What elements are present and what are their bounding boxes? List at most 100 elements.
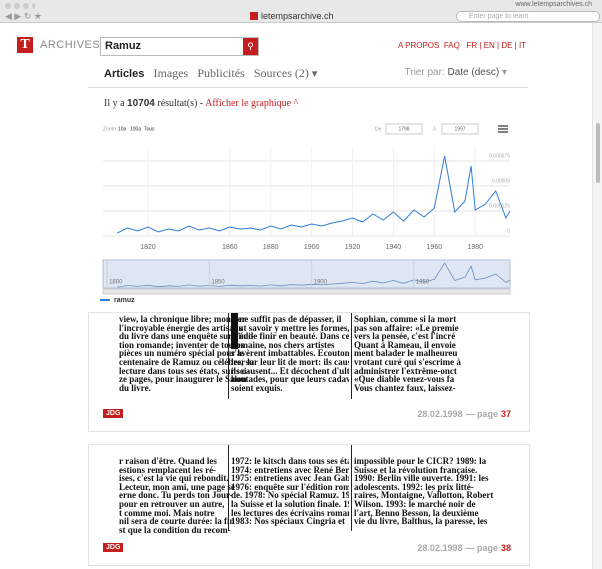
from-value: 1798 bbox=[398, 126, 409, 132]
navigator-tick-label: 1800 bbox=[109, 280, 123, 286]
nav-icons[interactable]: ◀ ▶ ↻ ★ bbox=[5, 11, 42, 21]
text-line: ises, c'est la vie qui rebondit. bbox=[119, 473, 229, 484]
text-line: 1972: le kitsch dans tous ses états. bbox=[231, 457, 349, 466]
text-line: vers la pensée, c'est l'incré bbox=[354, 331, 456, 342]
text-line: Lecteur, mon ami, une page se bbox=[119, 481, 235, 492]
page-info[interactable]: 28.02.1998— page 38 bbox=[414, 543, 511, 553]
text-line: raires, Montaigne, Vallotton, Robert bbox=[354, 490, 494, 501]
text-line: ze pages, pour inaugurer le Salon bbox=[119, 374, 247, 385]
sort[interactable]: Trier par: Date (desc) ▾ bbox=[404, 67, 507, 78]
x-tick-label: 1900 bbox=[304, 244, 320, 251]
navigator-line bbox=[117, 262, 511, 288]
menu-icon[interactable] bbox=[498, 125, 508, 133]
navigator-tick-label: 1900 bbox=[314, 280, 328, 286]
link[interactable]: A PROPOS bbox=[398, 41, 440, 50]
scan-snippet: r raison d'être. Quand les estions rempla… bbox=[89, 445, 529, 535]
tabs: Articles Images Publicités Sources (2) ▾ bbox=[104, 66, 318, 80]
text-line: Quant à Rameau, il envoie bbox=[354, 339, 456, 350]
search-button[interactable]: ⚲ bbox=[243, 38, 258, 55]
x-tick-label: 1960 bbox=[427, 244, 443, 251]
series-line bbox=[117, 155, 511, 234]
text-line: «Que diable venez-vous fa bbox=[354, 374, 455, 385]
result-card[interactable]: view, la chronique libre; montrer l'incro… bbox=[88, 312, 530, 432]
zoom-label: Zoom bbox=[103, 126, 116, 132]
y-tick-label: 0.000075 bbox=[489, 153, 510, 159]
column-rule bbox=[228, 313, 229, 399]
text-line: erne donc. Tu perds ton Jour- bbox=[119, 490, 233, 501]
drop-cap bbox=[231, 313, 238, 349]
to-input[interactable] bbox=[441, 123, 479, 135]
text-line: centenaire de Ramuz ou célébrer la bbox=[119, 356, 255, 367]
text-line: estions remplacent les ré- bbox=[119, 464, 217, 475]
text-line: tion romande; inventer de toutes bbox=[119, 339, 245, 350]
column-rule bbox=[351, 445, 352, 531]
brand: ARCHIVES bbox=[40, 39, 101, 51]
text-line: vie du livre, Balthus, la paresse, les bbox=[354, 516, 488, 527]
tab[interactable]: Publicités bbox=[197, 66, 245, 80]
text-column: r raison d'être. Quand les estions rempla… bbox=[119, 457, 255, 535]
text-line: view, la chronique libre; montrer bbox=[119, 315, 246, 324]
text-line: nil sera de courte durée: la fin bbox=[119, 516, 235, 527]
y-tick-label: 0 bbox=[507, 228, 510, 234]
text-line: s'avèrent imbattables. Ecoutons- bbox=[231, 348, 349, 359]
text-line: Vous chantez faux, laissez- bbox=[354, 382, 456, 393]
text-line: st que la condition du recom- bbox=[119, 524, 231, 535]
page-date: 28.02.1998 bbox=[417, 543, 463, 553]
column-rule bbox=[228, 445, 229, 531]
navigator-scrollbar bbox=[102, 288, 511, 295]
text-line: pour en retrouver un autre, bbox=[119, 498, 225, 509]
search-box[interactable]: Ramuz ⚲ bbox=[100, 37, 259, 56]
to-label: à bbox=[433, 126, 436, 132]
text-line: l'art, Benno Besson, la deuxième bbox=[354, 507, 479, 518]
text-line: de. 1978: No spécial Ramuz. 1979: bbox=[231, 490, 349, 501]
window-buttons bbox=[5, 3, 35, 9]
text-line: 1983: Nos spéciaux Cingria et bbox=[231, 516, 345, 527]
page-date: 28.02.1998 bbox=[417, 409, 463, 419]
logo[interactable]: T bbox=[17, 37, 33, 53]
text-line: t comme moi. Mais notre bbox=[119, 507, 215, 518]
text-line: faut savoir y mettre les formes, bbox=[231, 322, 349, 333]
navigator-tick-label: 1950 bbox=[416, 280, 430, 286]
text-line: adolescents. 1992: les prix litté- bbox=[354, 481, 474, 492]
to-value: 1997 bbox=[454, 126, 465, 132]
link[interactable]: FAQ bbox=[443, 41, 460, 50]
text-line: Suisse et la révolution française. bbox=[354, 464, 478, 475]
divider bbox=[88, 87, 528, 88]
page-page: 38 bbox=[500, 543, 511, 553]
text-line: Wilson. 1993: le marché noir de bbox=[354, 498, 476, 509]
column-rule bbox=[351, 313, 352, 399]
scan-snippet: view, la chronique libre; montrer l'incro… bbox=[89, 313, 529, 399]
tab[interactable]: Articles bbox=[104, 68, 145, 80]
tab[interactable]: Sources (2) bbox=[253, 66, 309, 80]
tab[interactable]: Images bbox=[153, 66, 189, 80]
page-search[interactable]: Enter page to learn bbox=[456, 11, 600, 22]
zoom-button[interactable]: 10a bbox=[118, 126, 127, 132]
text-line: les lectures des écrivains romands. bbox=[231, 507, 349, 518]
result-card[interactable]: r raison d'être. Quand les estions rempla… bbox=[88, 444, 530, 566]
url[interactable]: letempsarchive.ch bbox=[250, 11, 334, 21]
results-count: 10704 bbox=[127, 98, 155, 109]
text-column: 1972: le kitsch dans tous ses états. 1974… bbox=[231, 457, 349, 535]
zoom-button[interactable]: 100a bbox=[130, 126, 141, 132]
text-line: 1975: entretiens avec Jean Gabus. bbox=[231, 473, 349, 484]
page-info[interactable]: 28.02.1998— page 37 bbox=[414, 409, 511, 419]
scrollbar bbox=[592, 23, 602, 569]
text-line: 1974: entretiens avec René Berger. bbox=[231, 464, 349, 475]
text-line: administrer l'extrême-onct bbox=[354, 365, 457, 376]
text-line: Il ne suffit pas de dépasser, il bbox=[231, 315, 342, 324]
text-line: l'incroyable énergie des artisans bbox=[119, 322, 243, 333]
languages[interactable]: FR | EN | DE | IT bbox=[466, 41, 527, 50]
from-input[interactable] bbox=[385, 123, 423, 135]
text-line: r raison d'être. Quand les bbox=[119, 457, 217, 466]
chart-toggle[interactable]: Afficher le graphique bbox=[205, 98, 292, 109]
text-line: ils causent... Et décochent d'ultimes bbox=[231, 365, 349, 376]
legend-label: ramuz bbox=[114, 297, 135, 304]
zoom-button[interactable]: Tous bbox=[144, 126, 155, 132]
text-line: pièces un numéro spécial pour le bbox=[119, 348, 244, 359]
y-tick-label: 0.000025 bbox=[489, 203, 510, 209]
text-line: du livre. bbox=[119, 382, 151, 393]
source-badge: JDG bbox=[103, 409, 124, 418]
scroll-thumb[interactable] bbox=[596, 123, 600, 183]
text-line: lecture dans tous ses états, sur sei- bbox=[119, 365, 250, 376]
